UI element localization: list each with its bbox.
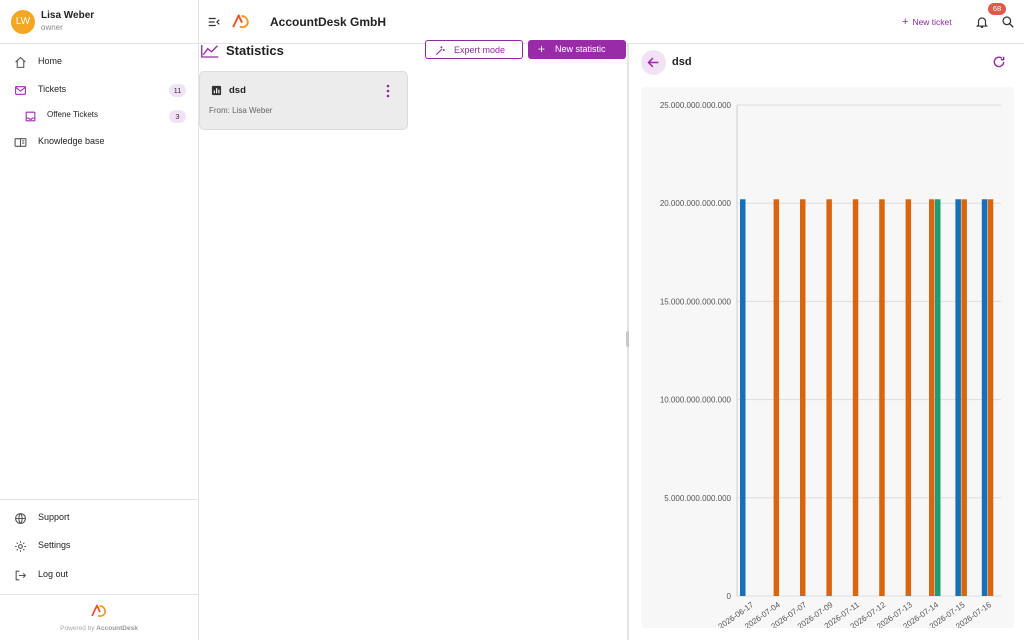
statistic-author: From: Lisa Weber [209, 106, 273, 115]
sidebar: LW Lisa Weber owner Home Tickets 11 Offe… [0, 0, 199, 640]
y-tick-label: 25.000.000.000.000 [660, 101, 732, 110]
avatar[interactable]: LW [11, 10, 35, 34]
gear-icon [15, 541, 26, 552]
bar-series-1 [826, 199, 832, 596]
sidebar-item-label: Offene Tickets [47, 110, 98, 119]
sidebar-item-support[interactable]: Support [0, 506, 198, 530]
plus-icon: + [538, 42, 546, 56]
magic-wand-icon [435, 46, 445, 56]
refresh-icon[interactable] [992, 55, 1006, 69]
top-bar: AccountDesk GmbH + New ticket 68 [199, 0, 1024, 44]
sidebar-item-knowledge-base[interactable]: Knowledge base [0, 130, 198, 154]
line-chart-icon [201, 45, 219, 58]
new-statistic-label: New statistic [555, 44, 606, 54]
bar-series-1 [961, 199, 967, 596]
chart-area: 0 5.000.000.000.000 10.000.000.000.000 15.0… [641, 87, 1014, 628]
statistic-card[interactable]: dsd From: Lisa Weber [199, 71, 408, 130]
powered-by: Powered by AccountDesk [0, 625, 198, 632]
expert-mode-button[interactable]: Expert mode [425, 40, 523, 59]
bar-series-1 [929, 199, 935, 596]
page-title: Statistics [226, 43, 284, 58]
more-vert-icon[interactable] [383, 84, 393, 98]
y-tick-label: 10.000.000.000.000 [660, 396, 732, 405]
y-tick-label: 0 [727, 592, 732, 601]
powered-brand: AccountDesk [96, 625, 138, 632]
sidebar-item-home[interactable]: Home [0, 50, 198, 74]
globe-icon [15, 513, 26, 524]
y-tick-label: 15.000.000.000.000 [660, 297, 732, 306]
menu-collapse-icon[interactable] [207, 15, 221, 29]
y-tick-label: 20.000.000.000.000 [660, 199, 732, 208]
expert-mode-label: Expert mode [454, 45, 506, 55]
book-icon [14, 138, 27, 147]
back-button[interactable] [641, 50, 666, 75]
bar-series-0 [955, 199, 961, 596]
plus-icon: + [902, 16, 909, 28]
bar-series-0 [740, 199, 746, 596]
y-tick-label: 5.000.000.000.000 [664, 494, 731, 503]
new-ticket-button[interactable]: + New ticket [902, 16, 952, 28]
company-name: AccountDesk GmbH [270, 15, 387, 29]
statistics-panel: Statistics Expert mode + New statistic d… [199, 40, 627, 640]
sidebar-footer-divider [0, 594, 198, 595]
bell-icon[interactable] [975, 14, 989, 30]
sidebar-item-label: Knowledge base [38, 136, 105, 146]
bar-series-0 [981, 199, 988, 596]
bar-chart-icon [211, 85, 222, 96]
home-icon [15, 56, 26, 68]
new-statistic-button[interactable]: + New statistic [528, 40, 626, 59]
statistic-detail-panel: dsd 0 5.000.000.000.000 10.000.000.000.000… [629, 44, 1024, 640]
sidebar-item-tickets[interactable]: Tickets 11 [0, 78, 198, 102]
mail-icon [15, 86, 26, 95]
logout-icon [15, 570, 27, 581]
sidebar-item-label: Log out [38, 569, 69, 579]
open-tickets-count-badge: 3 [169, 110, 186, 123]
tickets-count-badge: 11 [169, 84, 186, 97]
accountdesk-logo-icon [91, 604, 106, 617]
sidebar-divider [0, 499, 198, 500]
sidebar-item-label: Settings [38, 540, 71, 550]
detail-title: dsd [672, 56, 692, 68]
bar-series-1 [773, 199, 780, 596]
sidebar-item-settings[interactable]: Settings [0, 534, 198, 558]
sidebar-item-label: Support [38, 512, 70, 522]
user-name: Lisa Weber [41, 10, 95, 21]
sidebar-item-logout[interactable]: Log out [0, 563, 198, 587]
bar-series-1 [879, 199, 885, 596]
bar-series-1 [852, 199, 859, 596]
inbox-icon [25, 111, 36, 122]
notification-badge: 68 [988, 3, 1006, 15]
statistic-name: dsd [229, 85, 246, 96]
user-profile[interactable]: LW Lisa Weber owner [0, 0, 198, 44]
sidebar-item-label: Home [38, 56, 63, 66]
bar-series-2 [935, 199, 941, 596]
search-icon[interactable] [1001, 15, 1015, 29]
bar-series-1 [800, 199, 806, 596]
user-role: owner [41, 23, 63, 32]
arrow-left-icon [647, 57, 659, 68]
bar-series-1 [905, 199, 912, 596]
resize-handle[interactable] [626, 331, 630, 347]
bar-series-1 [987, 199, 994, 596]
new-ticket-label: New ticket [912, 17, 952, 27]
powered-prefix: Powered by [60, 625, 95, 632]
bar-chart: 0 5.000.000.000.000 10.000.000.000.000 15.0… [660, 101, 1001, 628]
sidebar-item-label: Tickets [38, 84, 67, 94]
accountdesk-logo-icon [232, 14, 249, 29]
sidebar-item-offene-tickets[interactable]: Offene Tickets 3 [0, 104, 198, 128]
